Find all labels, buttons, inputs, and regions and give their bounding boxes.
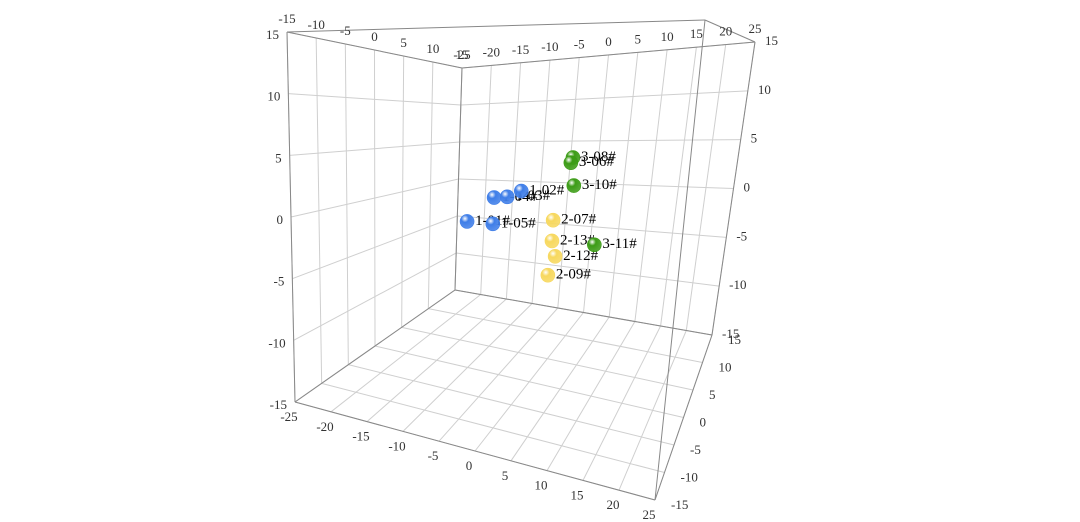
box-edge [286,31,463,69]
grid-line [288,93,461,106]
grid-line [460,90,748,106]
tick-label: -5 [690,442,701,457]
box-edge [454,289,713,336]
tick-label: 10 [758,82,771,97]
tick-label: -20 [316,419,333,434]
data-point [459,214,475,229]
box-edge [286,31,296,403]
point-label: 1-05# [501,215,536,231]
tick-label: -10 [307,17,324,32]
tick-label: -10 [729,277,746,292]
tick-label: 5 [751,131,758,146]
point-label: 2-12# [563,248,598,264]
tick-label: 10 [426,41,439,56]
tick-label: -15 [671,497,688,512]
data-point [563,155,579,170]
grid-line [289,141,460,156]
data-point [545,212,561,228]
data-point [566,178,582,193]
tick-label: 15 [765,33,778,48]
data-point [485,216,501,232]
box-edge [461,41,756,69]
box-edge [711,41,756,336]
point-label: 3-08# [581,149,616,165]
grid-line [348,364,675,446]
tick-label: 5 [400,35,407,50]
tick-label: -10 [268,335,285,350]
point-label: 3-11# [602,236,637,252]
tick-label: -5 [736,228,747,243]
data-point [499,189,515,205]
tick-label: -5 [574,37,585,52]
tick-label: 25 [643,507,656,522]
tick-label: 0 [277,212,284,227]
grid-line [457,215,727,238]
tick-label: 5 [502,468,509,483]
tick-label: 0 [744,179,751,194]
tick-label: 5 [275,150,282,165]
tick-label: -5 [428,448,439,463]
data-point [547,249,563,264]
point-label: 1-02# [529,182,564,198]
box-edge [704,19,756,43]
box-edge [294,401,656,501]
tick-label: 15 [266,27,279,42]
point-label: 3-10# [582,177,617,193]
tick-label: 10 [719,359,732,374]
tick-label: -15 [278,11,295,26]
grid-line [290,178,459,218]
data-point [587,237,602,253]
tick-label: -15 [512,42,529,57]
grid-line [374,345,684,418]
point-label: 2-07# [561,212,596,228]
box-edge [654,334,713,501]
tick-label: 0 [371,29,378,44]
data-point [486,190,502,205]
tick-label: -5 [340,23,351,38]
point-label: 2-13# [560,232,595,248]
grid-line [293,252,457,341]
tick-label: -5 [273,274,284,289]
box-edge [454,67,463,291]
tick-label: 15 [571,487,584,502]
box-edge [286,19,706,33]
point-label: 2-09# [556,267,591,283]
grid-line [321,382,665,473]
grid-line [456,252,720,287]
tick-label: 10 [267,89,280,104]
tick-label: 0 [700,414,707,429]
tick-label: 0 [605,34,612,49]
tick-label: -25 [453,47,470,62]
tick-label: 5 [635,31,642,46]
tick-label: -15 [352,429,369,444]
tick-label: 10 [535,478,548,493]
tick-label: 15 [456,47,469,62]
tick-label: 5 [709,387,716,402]
tick-label: 15 [728,332,741,347]
data-point [513,183,529,199]
tick-label: 20 [607,497,620,512]
tick-label: 0 [466,458,473,473]
tick-label: 10 [661,29,674,44]
tick-label: -20 [483,44,500,59]
tick-label: 20 [719,24,732,39]
tick-label: 25 [749,21,762,36]
tick-label: -15 [722,326,739,341]
grid-line [401,326,694,391]
tick-label: -10 [541,39,558,54]
tick-label: -15 [270,397,287,412]
grid-line [428,308,703,363]
tick-label: -10 [681,469,698,484]
box-edge [294,289,456,403]
data-point [540,267,556,283]
tick-label: -10 [388,438,405,453]
data-point [544,233,560,249]
grid-line [459,139,741,143]
point-label: 3-06# [579,154,614,170]
tick-label: -25 [280,409,297,424]
grid-line [292,215,458,280]
tick-label: 15 [690,26,703,41]
box-edge [654,19,706,501]
